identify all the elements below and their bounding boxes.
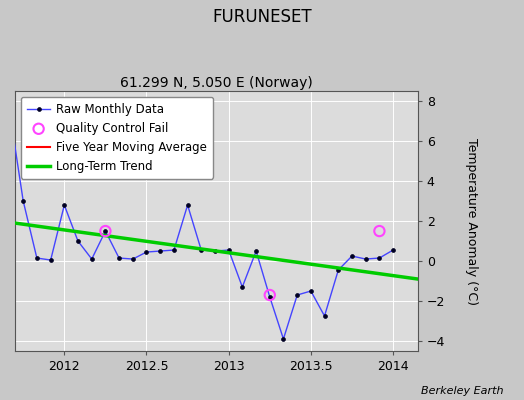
Raw Monthly Data <box>144 250 150 254</box>
Raw Monthly Data <box>198 248 204 252</box>
Quality Control Fail <box>101 228 110 234</box>
Raw Monthly Data <box>171 248 177 252</box>
Raw Monthly Data <box>294 293 300 298</box>
Raw Monthly Data <box>75 239 81 244</box>
Line: Raw Monthly Data: Raw Monthly Data <box>8 109 395 341</box>
Text: Berkeley Earth: Berkeley Earth <box>421 386 503 396</box>
Raw Monthly Data <box>390 248 396 252</box>
Raw Monthly Data <box>280 336 287 341</box>
Legend: Raw Monthly Data, Quality Control Fail, Five Year Moving Average, Long-Term Tren: Raw Monthly Data, Quality Control Fail, … <box>21 97 213 178</box>
Raw Monthly Data <box>308 289 314 294</box>
Text: FURUNESET: FURUNESET <box>212 8 312 26</box>
Raw Monthly Data <box>363 257 369 262</box>
Raw Monthly Data <box>225 248 232 252</box>
Raw Monthly Data <box>20 199 26 204</box>
Raw Monthly Data <box>61 203 68 208</box>
Raw Monthly Data <box>89 257 95 262</box>
Raw Monthly Data <box>321 314 328 318</box>
Y-axis label: Temperature Anomaly (°C): Temperature Anomaly (°C) <box>465 138 477 304</box>
Raw Monthly Data <box>130 257 136 262</box>
Raw Monthly Data <box>335 268 342 272</box>
Raw Monthly Data <box>253 249 259 254</box>
Raw Monthly Data <box>116 256 122 260</box>
Raw Monthly Data <box>267 295 273 300</box>
Raw Monthly Data <box>6 109 13 114</box>
Quality Control Fail <box>375 228 384 234</box>
Raw Monthly Data <box>157 249 163 254</box>
Raw Monthly Data <box>239 285 245 290</box>
Raw Monthly Data <box>212 249 218 254</box>
Raw Monthly Data <box>349 254 355 258</box>
Title: 61.299 N, 5.050 E (Norway): 61.299 N, 5.050 E (Norway) <box>120 76 313 90</box>
Raw Monthly Data <box>102 229 108 234</box>
Raw Monthly Data <box>184 203 191 208</box>
Raw Monthly Data <box>376 256 383 260</box>
Raw Monthly Data <box>34 256 40 260</box>
Raw Monthly Data <box>48 258 54 262</box>
Quality Control Fail <box>266 292 274 298</box>
